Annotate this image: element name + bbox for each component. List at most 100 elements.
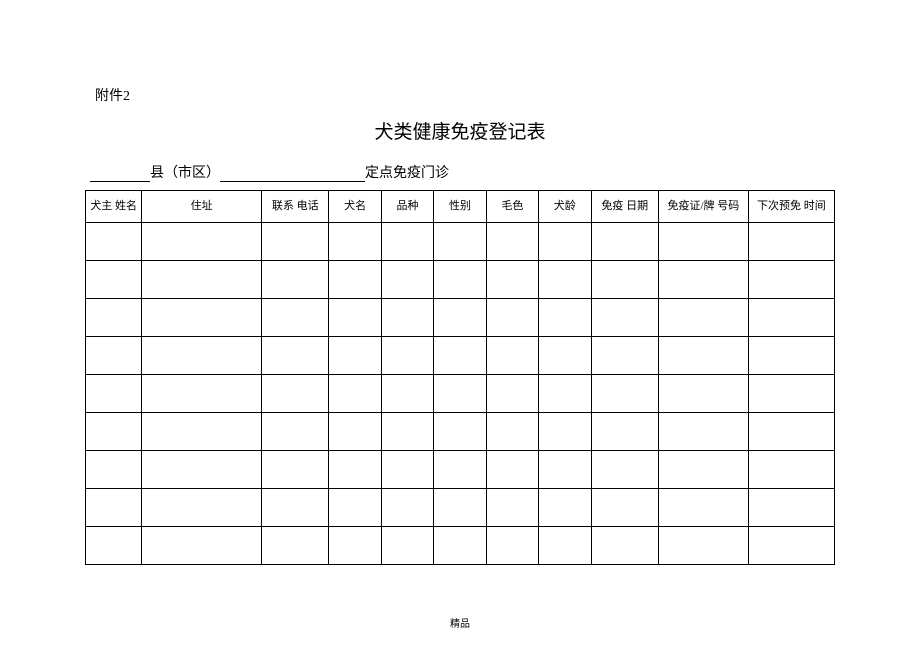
table-cell [381, 451, 433, 489]
table-cell [434, 261, 486, 299]
table-cell [591, 223, 658, 261]
table-cell [329, 223, 381, 261]
table-row [86, 223, 835, 261]
table-cell [262, 527, 329, 565]
table-cell [381, 261, 433, 299]
table-cell [486, 261, 538, 299]
table-cell [142, 223, 262, 261]
footer-text: 精品 [85, 615, 835, 630]
attachment-label: 附件2 [95, 85, 835, 105]
table-cell [658, 527, 748, 565]
table-cell [486, 223, 538, 261]
table-row [86, 413, 835, 451]
table-cell [434, 223, 486, 261]
table-cell [86, 299, 142, 337]
table-cell [434, 489, 486, 527]
table-cell [748, 527, 834, 565]
table-cell [539, 223, 591, 261]
table-cell [658, 299, 748, 337]
table-cell [539, 261, 591, 299]
table-cell [748, 413, 834, 451]
table-cell [486, 375, 538, 413]
col-header-certno: 免疫证/牌 号码 [658, 191, 748, 223]
table-cell [86, 527, 142, 565]
table-cell [329, 337, 381, 375]
blank-clinic [220, 181, 365, 182]
table-cell [539, 489, 591, 527]
table-cell [142, 489, 262, 527]
table-row [86, 375, 835, 413]
table-cell [434, 527, 486, 565]
table-body [86, 223, 835, 565]
table-cell [486, 337, 538, 375]
table-cell [381, 527, 433, 565]
table-row [86, 261, 835, 299]
table-cell [539, 413, 591, 451]
table-cell [329, 527, 381, 565]
table-row [86, 527, 835, 565]
table-cell [262, 299, 329, 337]
table-cell [262, 337, 329, 375]
page-title: 犬类健康免疫登记表 [85, 117, 835, 144]
registration-table: 犬主 姓名 住址 联系 电话 犬名 品种 性别 毛色 犬龄 免疫 日期 免疫证/… [85, 190, 835, 565]
table-cell [748, 489, 834, 527]
subtitle: 县（市区）定点免疫门诊 [90, 162, 835, 182]
table-cell [486, 413, 538, 451]
table-cell [539, 527, 591, 565]
table-cell [434, 337, 486, 375]
table-cell [86, 413, 142, 451]
blank-county [90, 181, 150, 182]
table-cell [748, 299, 834, 337]
table-cell [748, 223, 834, 261]
table-cell [381, 375, 433, 413]
table-cell [86, 261, 142, 299]
table-cell [658, 413, 748, 451]
table-row [86, 299, 835, 337]
table-cell [381, 413, 433, 451]
table-cell [142, 299, 262, 337]
subtitle-part1: 县（市区） [150, 166, 220, 181]
table-cell [539, 451, 591, 489]
col-header-owner: 犬主 姓名 [86, 191, 142, 223]
table-cell [329, 413, 381, 451]
col-header-age: 犬龄 [539, 191, 591, 223]
table-cell [658, 375, 748, 413]
col-header-address: 住址 [142, 191, 262, 223]
table-cell [329, 489, 381, 527]
table-cell [142, 337, 262, 375]
table-cell [539, 337, 591, 375]
table-cell [329, 451, 381, 489]
table-cell [142, 413, 262, 451]
table-cell [486, 527, 538, 565]
table-cell [262, 451, 329, 489]
table-cell [591, 337, 658, 375]
table-cell [86, 451, 142, 489]
table-cell [381, 489, 433, 527]
table-cell [748, 337, 834, 375]
table-cell [539, 299, 591, 337]
table-cell [262, 223, 329, 261]
table-cell [591, 299, 658, 337]
col-header-vacdate: 免疫 日期 [591, 191, 658, 223]
table-cell [142, 375, 262, 413]
col-header-color: 毛色 [486, 191, 538, 223]
table-cell [142, 527, 262, 565]
table-cell [329, 299, 381, 337]
table-row [86, 451, 835, 489]
table-cell [381, 337, 433, 375]
table-cell [658, 261, 748, 299]
table-cell [591, 375, 658, 413]
table-cell [86, 375, 142, 413]
table-cell [262, 413, 329, 451]
table-row [86, 489, 835, 527]
table-header-row: 犬主 姓名 住址 联系 电话 犬名 品种 性别 毛色 犬龄 免疫 日期 免疫证/… [86, 191, 835, 223]
table-cell [86, 489, 142, 527]
table-cell [434, 451, 486, 489]
table-cell [486, 299, 538, 337]
table-cell [329, 375, 381, 413]
table-cell [539, 375, 591, 413]
table-cell [591, 527, 658, 565]
table-cell [591, 413, 658, 451]
table-cell [381, 299, 433, 337]
table-cell [434, 375, 486, 413]
